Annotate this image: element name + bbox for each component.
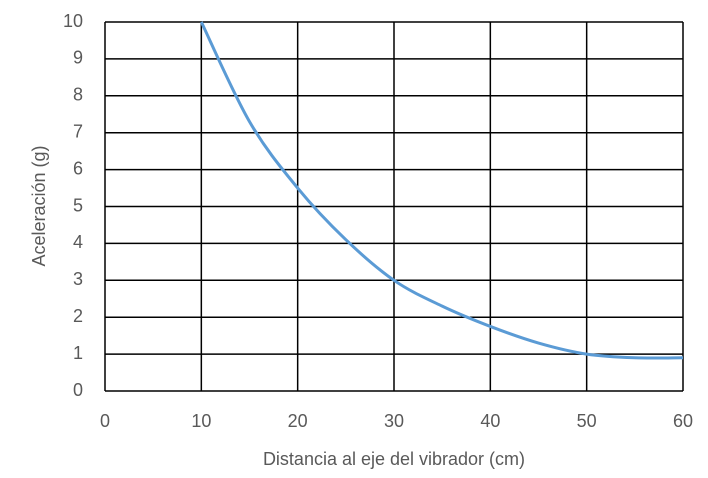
y-tick-label: 5 (73, 195, 83, 215)
y-tick-label: 3 (73, 269, 83, 289)
y-tick-label: 10 (63, 11, 83, 31)
x-tick-label: 40 (480, 411, 500, 431)
y-tick-label: 6 (73, 158, 83, 178)
y-tick-label: 2 (73, 306, 83, 326)
x-tick-label: 60 (673, 411, 693, 431)
y-tick-label: 7 (73, 121, 83, 141)
y-tick-label: 9 (73, 48, 83, 68)
y-axis-title: Aceleración (g) (29, 145, 49, 266)
x-tick-label: 30 (384, 411, 404, 431)
line-series (199, 21, 684, 360)
x-tick-label: 20 (288, 411, 308, 431)
y-tick-label: 0 (73, 380, 83, 400)
x-tick-label: 0 (100, 411, 110, 431)
x-axis-title: Distancia al eje del vibrador (cm) (263, 449, 525, 469)
y-tick-label: 4 (73, 232, 83, 252)
y-tick-label: 8 (73, 85, 83, 105)
x-tick-label: 10 (191, 411, 211, 431)
y-tick-label: 1 (73, 343, 83, 363)
x-tick-label: 50 (577, 411, 597, 431)
